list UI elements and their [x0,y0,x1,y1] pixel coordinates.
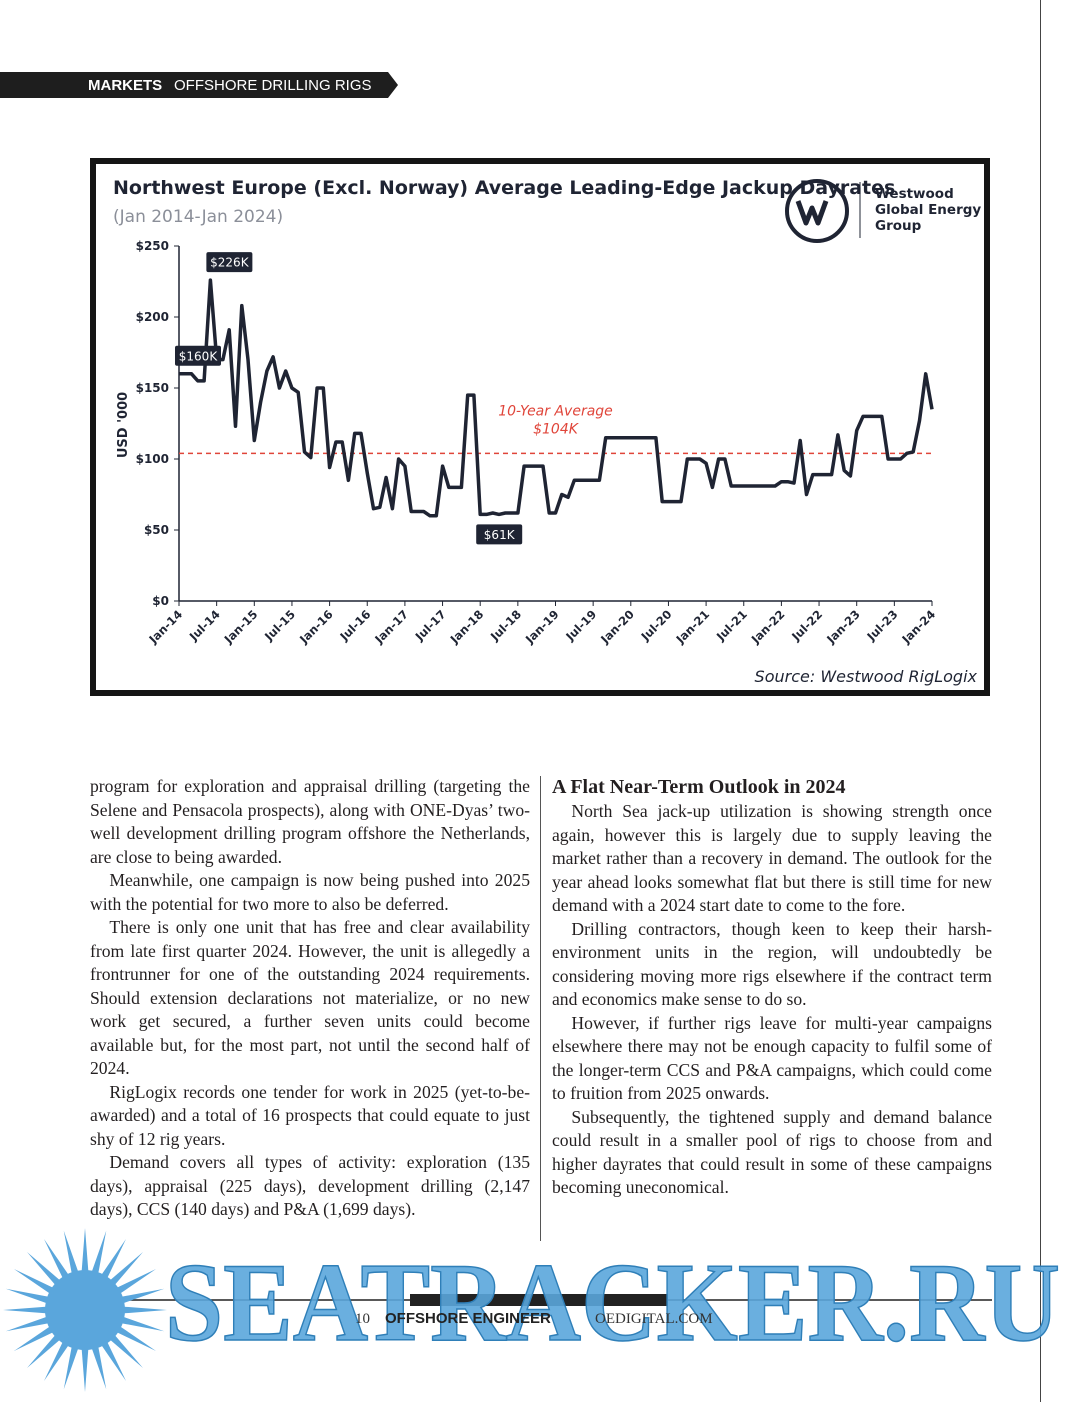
chart-source: Source: Westwood RigLogix [755,667,978,686]
logo-text: Westwood [875,186,954,202]
sun-ray [63,1345,79,1390]
sun-ray [100,1238,126,1279]
paragraph: North Sea jack-up utilization is showing… [552,801,992,915]
sun-ray [3,1306,48,1314]
data-line [179,278,934,518]
watermark: SEATRACKER.RU [165,1241,1060,1365]
logo-text: Global Energy [875,202,981,218]
sun-rays [3,1228,167,1392]
sun-ray [109,1252,143,1286]
sun-ray [109,1334,143,1368]
sun-ray [91,1230,107,1275]
y-tick-label: $200 [136,310,169,324]
sun-ray [44,1238,70,1279]
sun-ray [5,1288,50,1304]
page-edge [1040,0,1041,1402]
chart-frame [90,158,990,696]
sun-ray [81,1347,89,1392]
annotation-box [175,345,221,366]
section-label: MARKETS [88,77,162,94]
magazine-name: OFFSHORE ENGINEER [385,1310,551,1327]
sun-ray [13,1269,54,1295]
sun-ray [120,1288,165,1304]
paragraph: Subsequently, the tightened supply and d… [552,1106,992,1198]
sun-ray [27,1252,61,1286]
annotation-label: $61K [484,528,516,542]
y-tick-label: $100 [136,452,169,466]
sun-ray [100,1341,126,1382]
logo-text: Group [875,218,922,234]
y-tick-label: $50 [144,523,169,537]
section-heading: A Flat Near-Term Outlook in 2024 [552,776,846,798]
watermark-sun [3,1228,167,1392]
paragraph: RigLogix records one tender for work in … [90,1081,530,1149]
paragraph: Meanwhile, one campaign is now being pus… [90,870,530,914]
y-tick-label: $150 [136,381,169,395]
footer-bar [410,1294,668,1306]
chart-subtitle: (Jan 2014-Jan 2024) [113,207,283,227]
annotation-box [476,524,523,545]
y-axis-label: USD '000 [116,392,131,458]
page-number: 10 [355,1311,370,1327]
column-divider [540,776,541,1241]
annotation-label: $226K [210,256,250,270]
topic-label: OFFSHORE DRILLING RIGS [174,77,372,94]
y-tick-label: $250 [136,239,169,253]
sun-ray [63,1230,79,1275]
paragraph: Demand covers all types of activity: exp… [90,1152,530,1219]
chart-title: Northwest Europe (Excl. Norway) Average … [113,177,895,199]
logo-circle [785,179,849,243]
site-name: OEDIGITAL.COM [595,1311,713,1327]
sun-ray [120,1316,165,1332]
logo-mark [795,200,829,226]
section-header: MARKETS OFFSHORE DRILLING RIGS [0,72,398,98]
left-column: program for exploration and appraisal dr… [90,775,530,1222]
header-bar [0,72,398,98]
reference-label: $104K [533,421,580,437]
sun-ray [5,1316,50,1332]
annotation-box [206,252,253,273]
right-column: A Flat Near-Term Outlook in 2024 North S… [552,775,992,1200]
sun-disc [45,1270,125,1350]
reference-label: 10-Year Average [498,403,613,419]
sun-ray [27,1334,61,1368]
paragraph: program for exploration and appraisal dr… [90,776,530,867]
sun-ray [116,1325,157,1351]
paragraph: Drilling contractors, though keen to kee… [552,918,992,1010]
sun-ray [13,1325,54,1351]
sun-ray [122,1306,167,1314]
annotation-label: $160K [179,349,219,363]
footer: SEATRACKER.RU 10 OFFSHORE ENGINEER OEDIG… [3,1228,1061,1392]
sun-ray [44,1341,70,1382]
sun-ray [91,1345,107,1390]
paragraph: There is only one unit that has free and… [90,917,530,1078]
sun-ray [81,1228,89,1273]
chart: Northwest Europe (Excl. Norway) Average … [90,158,990,696]
paragraph: However, if further rigs leave for multi… [552,1012,992,1104]
sun-ray [116,1269,157,1295]
y-tick-label: $0 [152,594,169,608]
